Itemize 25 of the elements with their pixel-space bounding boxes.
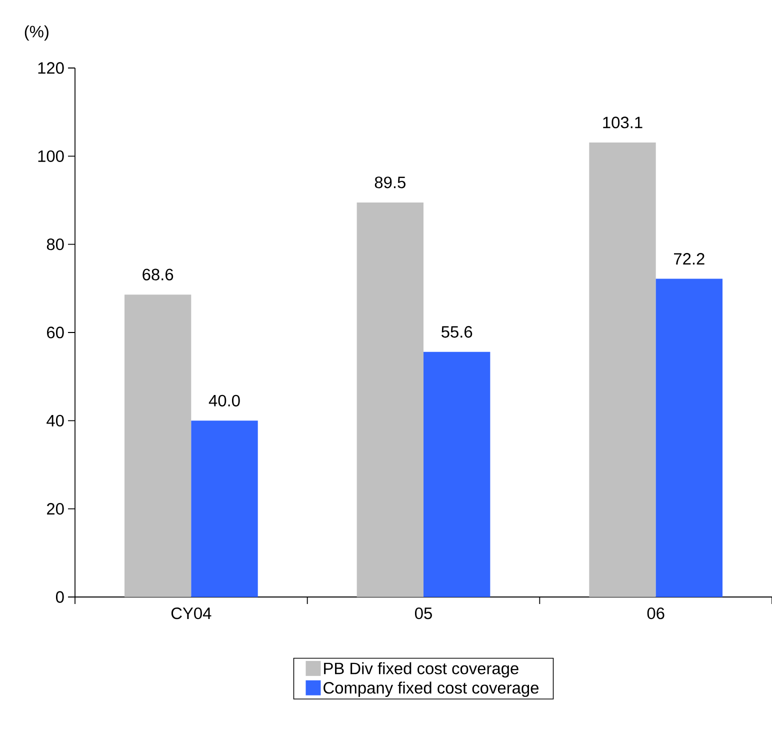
data-label: 55.6 [442, 326, 472, 338]
bar [356, 202, 424, 597]
legend-label: Company fixed cost coverage [324, 682, 539, 697]
bar [589, 142, 656, 597]
bar [424, 352, 490, 597]
y-tick-label: 40 [46, 414, 64, 426]
y-tick-label: 60 [47, 326, 64, 338]
legend-label: PB Div fixed cost coverage [324, 662, 518, 678]
y-tick-label: 100 [38, 150, 64, 162]
x-tick-label: CY04 [171, 608, 212, 620]
y-tick-label: 20 [47, 503, 64, 515]
data-label: 89.5 [374, 176, 406, 188]
data-label: 103.1 [603, 116, 642, 128]
bar [656, 278, 723, 597]
x-tick-label: 05 [415, 608, 432, 620]
bar [191, 420, 258, 597]
y-tick-label: 120 [38, 62, 64, 74]
bar [124, 294, 192, 597]
x-tick-label: 06 [647, 608, 664, 620]
y-axis-title: (%) [24, 25, 48, 41]
data-label: 40.0 [208, 394, 240, 406]
data-label: 72.2 [674, 253, 704, 265]
y-tick-label: 80 [46, 238, 64, 250]
y-tick-label: 0 [56, 591, 64, 603]
data-label: 68.6 [142, 268, 174, 280]
